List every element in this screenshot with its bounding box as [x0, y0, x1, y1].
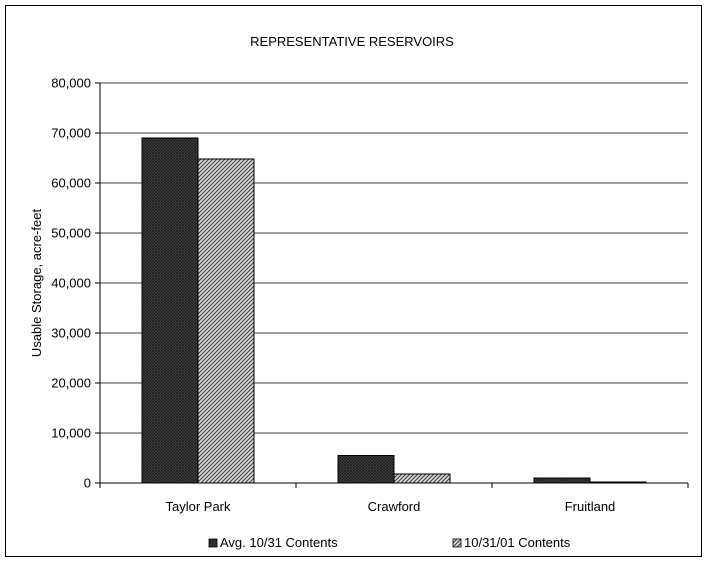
y-tick-label: 50,000 — [51, 226, 91, 241]
bar-avg-crawford — [337, 455, 395, 484]
y-tick-label: 40,000 — [51, 276, 91, 291]
axes — [99, 83, 688, 484]
bar-avg-fruitland — [533, 477, 591, 484]
x-tick-label: Crawford — [368, 499, 421, 514]
legend-swatch-avg — [208, 538, 218, 548]
y-tick-label: 60,000 — [51, 176, 91, 191]
y-tick-label: 30,000 — [51, 326, 91, 341]
legend-label-current: 10/31/01 Contents — [464, 535, 571, 550]
y-tick-label: 10,000 — [51, 426, 91, 441]
y-tick-label: 80,000 — [51, 76, 91, 91]
legend-label-avg: Avg. 10/31 Contents — [220, 535, 338, 550]
y-tick-label: 70,000 — [51, 126, 91, 141]
y-tick-label: 0 — [84, 476, 91, 491]
y-axis-title: Usable Storage, acre-feet — [29, 209, 44, 358]
legend: Avg. 10/31 Contents 10/31/01 Contents — [208, 535, 571, 550]
x-tick-label: Taylor Park — [165, 499, 231, 514]
y-axis-ticks: 0 10,000 20,000 30,000 40,000 50,000 60,000 70,… — [51, 76, 100, 491]
chart-title: REPRESENTATIVE RESERVOIRS — [250, 34, 454, 49]
bar-current-crawford — [393, 473, 451, 484]
x-tick-label: Fruitland — [565, 499, 616, 514]
y-tick-label: 20,000 — [51, 376, 91, 391]
chart-frame — [5, 5, 702, 557]
bar-current-taylor-park — [197, 158, 255, 484]
x-axis-ticks: Taylor Park Crawford Fruitland — [99, 483, 689, 514]
bar-series — [141, 137, 647, 484]
legend-swatch-current — [452, 538, 462, 548]
bar-avg-taylor-park — [141, 137, 199, 484]
